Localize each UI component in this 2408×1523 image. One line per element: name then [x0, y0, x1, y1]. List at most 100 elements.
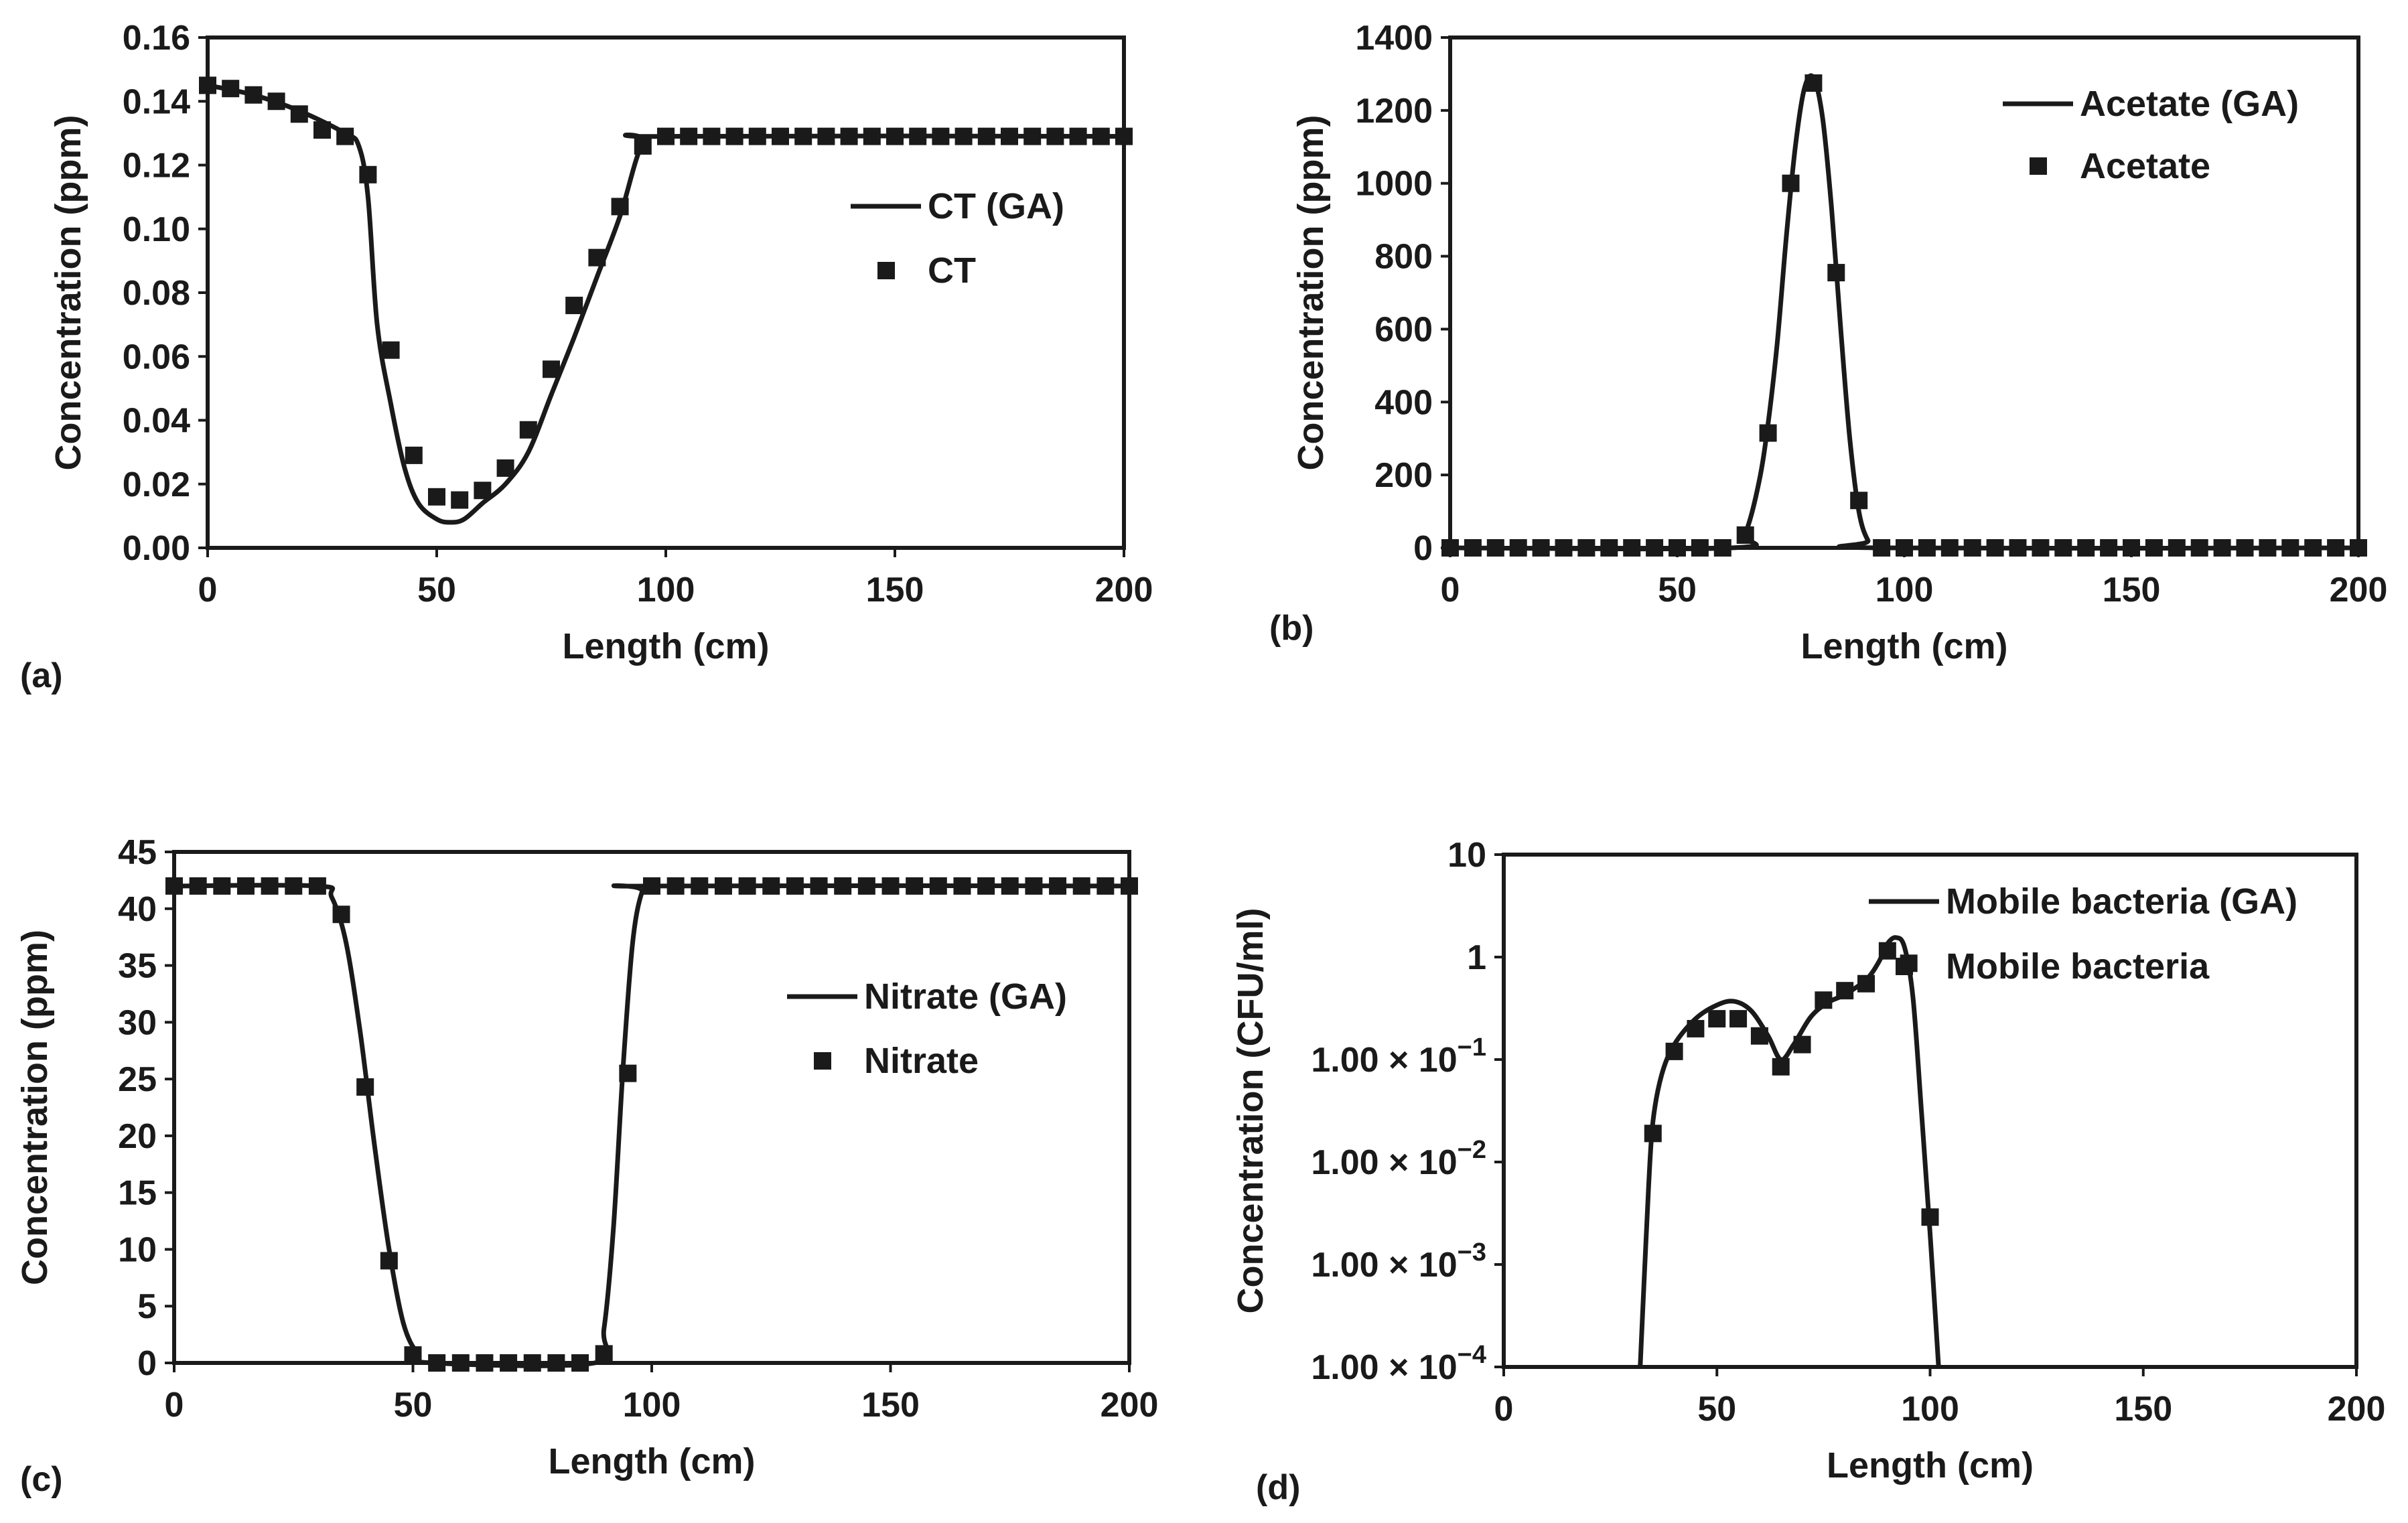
- x-tick-label: 50: [417, 571, 456, 609]
- data-point: [1827, 264, 1845, 282]
- data-point: [977, 127, 995, 145]
- data-point: [336, 127, 354, 145]
- x-tick-label: 200: [1101, 1386, 1159, 1425]
- x-tick-label: 0: [1441, 571, 1460, 609]
- data-point: [332, 905, 350, 924]
- data-point: [1665, 1042, 1683, 1060]
- legend: Acetate (GA) Acetate: [2003, 84, 2299, 186]
- data-point: [840, 127, 858, 145]
- data-point: [1750, 1027, 1768, 1045]
- data-point: [523, 1354, 541, 1372]
- legend: CT (GA) CT: [851, 186, 1064, 291]
- y-tick-label: 20: [118, 1117, 157, 1156]
- data-point: [1509, 539, 1527, 557]
- data-point: [953, 877, 971, 895]
- data-point: [666, 877, 685, 895]
- data-point: [1836, 982, 1854, 1000]
- x-tick-label: 100: [1875, 571, 1934, 609]
- panel-c: 0 5 10 15 20 25 30 35 40 45 0 50 100 150 200 Length (cm…: [15, 833, 1158, 1499]
- data-point: [1646, 539, 1664, 557]
- data-point: [794, 127, 812, 145]
- data-point: [932, 127, 950, 145]
- data-point: [1025, 877, 1043, 895]
- data-point: [619, 1064, 637, 1082]
- y-tick-label: 0.06: [123, 338, 190, 376]
- legend-line-label: Mobile bacteria (GA): [1946, 881, 2297, 922]
- y-axis-title: Concentration (ppm): [48, 115, 88, 471]
- y-tick-label: 400: [1374, 383, 1433, 422]
- data-point: [565, 297, 583, 315]
- data-point: [1708, 1010, 1726, 1028]
- data-point: [929, 877, 947, 895]
- data-point: [2281, 539, 2299, 557]
- data-point: [359, 165, 377, 184]
- y-tick-label: 0.08: [123, 274, 190, 313]
- plot-frame: [1502, 853, 2358, 1369]
- y-tick-label: 25: [118, 1060, 157, 1099]
- data-point: [547, 1354, 565, 1372]
- legend-marker-swatch: [814, 1052, 831, 1070]
- data-point: [1023, 127, 1042, 145]
- data-point: [290, 105, 308, 123]
- data-point: [267, 92, 285, 111]
- data-point: [657, 127, 675, 145]
- data-point: [1441, 539, 1459, 557]
- data-point: [519, 421, 537, 439]
- data-point: [2259, 539, 2277, 557]
- data-point: [308, 877, 326, 895]
- x-axis-title: Length (cm): [549, 1441, 756, 1481]
- plot-frame: [172, 850, 1131, 1365]
- data-point: [643, 877, 660, 895]
- x-tick-label: 50: [1697, 1390, 1736, 1429]
- data-point: [817, 127, 835, 145]
- data-point: [2009, 539, 2027, 557]
- data-point: [1532, 539, 1550, 557]
- data-point: [285, 877, 303, 895]
- x-axis-title: Length (cm): [1801, 626, 2008, 666]
- data-point: [261, 877, 279, 895]
- data-point: [2304, 539, 2322, 557]
- y-tick-label: 30: [118, 1003, 157, 1042]
- data-point: [762, 877, 780, 895]
- y-tick-label: 15: [118, 1174, 157, 1213]
- plot-frame: [206, 35, 1126, 550]
- data-point: [1873, 539, 1891, 557]
- series-line: [174, 883, 1129, 1368]
- data-point: [1729, 1010, 1748, 1028]
- data-point: [1850, 492, 1868, 510]
- data-point: [1644, 1125, 1662, 1143]
- data-point: [714, 877, 732, 895]
- data-point: [1736, 526, 1754, 544]
- data-point: [1121, 877, 1138, 895]
- data-point: [703, 127, 721, 145]
- x-tick-label: 50: [394, 1386, 433, 1425]
- x-axis-title: Length (cm): [1827, 1445, 2034, 1485]
- data-point: [1486, 539, 1504, 557]
- x-tick-label: 100: [1901, 1390, 1959, 1429]
- data-point: [1001, 127, 1018, 145]
- panel-b: 0 200 400 600 800 1000 1200 1400 0 50 100 150 200 Len…: [1269, 19, 2387, 666]
- y-tick-label: 600: [1374, 310, 1433, 349]
- y-tick-label: 1400: [1355, 19, 1433, 58]
- data-point: [2213, 539, 2231, 557]
- data-point: [1782, 174, 1800, 192]
- data-point: [236, 877, 255, 895]
- legend-marker-label: Nitrate: [864, 1041, 979, 1081]
- data-point: [1555, 539, 1573, 557]
- data-point: [1921, 1208, 1939, 1226]
- data-point: [906, 877, 924, 895]
- data-point: [738, 877, 756, 895]
- x-tick-label: 200: [1095, 571, 1153, 609]
- y-tick-label: 5: [137, 1287, 157, 1326]
- data-point: [222, 80, 240, 98]
- data-point: [1878, 942, 1896, 960]
- data-point: [909, 127, 927, 145]
- data-point: [571, 1354, 589, 1372]
- y-tick-label: 1: [1467, 938, 1486, 977]
- data-point: [543, 360, 560, 378]
- legend: Mobile bacteria (GA) Mobile bacteria: [1869, 881, 2297, 987]
- legend: Nitrate (GA) Nitrate: [787, 976, 1067, 1081]
- data-point: [1600, 539, 1618, 557]
- data-point: [2236, 539, 2254, 557]
- x-tick-label: 100: [637, 571, 695, 609]
